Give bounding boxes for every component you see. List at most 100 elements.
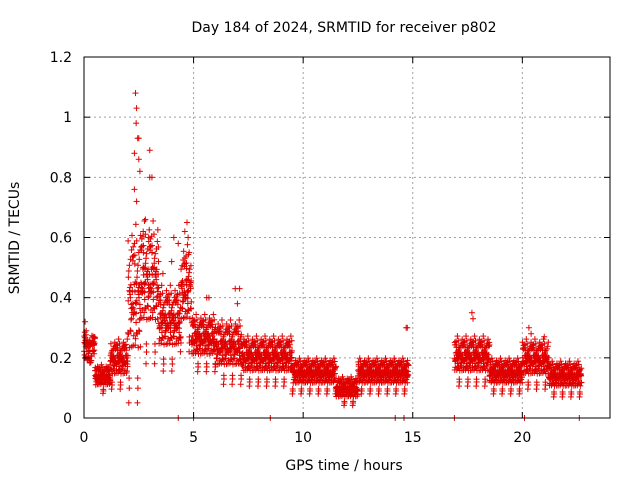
data-point bbox=[167, 320, 174, 327]
data-point bbox=[109, 381, 116, 388]
data-point bbox=[135, 135, 142, 142]
data-point bbox=[175, 240, 182, 247]
data-point bbox=[146, 226, 153, 233]
data-point bbox=[131, 150, 138, 157]
data-point bbox=[91, 334, 98, 341]
data-point bbox=[463, 333, 470, 340]
data-point bbox=[180, 281, 187, 288]
data-point bbox=[186, 333, 193, 340]
data-point bbox=[245, 337, 252, 344]
data-point bbox=[177, 333, 184, 340]
data-point bbox=[252, 341, 259, 348]
data-point bbox=[149, 314, 156, 321]
data-point bbox=[126, 385, 133, 392]
data-point bbox=[159, 270, 166, 277]
data-point bbox=[229, 375, 236, 382]
y-tick-label: 1 bbox=[63, 110, 72, 126]
data-point bbox=[235, 328, 242, 335]
data-point bbox=[128, 246, 135, 253]
data-point bbox=[127, 284, 134, 291]
data-point bbox=[305, 358, 312, 365]
data-point bbox=[135, 294, 142, 301]
data-point bbox=[244, 333, 251, 340]
data-point bbox=[211, 316, 218, 323]
data-point bbox=[482, 378, 489, 385]
data-point bbox=[154, 315, 161, 322]
data-point bbox=[286, 341, 293, 348]
data-point bbox=[159, 290, 166, 297]
data-point bbox=[525, 381, 532, 388]
data-point bbox=[169, 360, 176, 367]
data-point bbox=[141, 289, 148, 296]
data-point bbox=[152, 349, 159, 356]
data-point bbox=[143, 349, 150, 356]
data-point bbox=[123, 368, 130, 375]
data-point bbox=[468, 309, 475, 316]
data-point bbox=[132, 342, 139, 349]
data-point bbox=[187, 262, 194, 269]
data-point bbox=[280, 337, 287, 344]
data-point bbox=[133, 198, 140, 205]
data-point bbox=[184, 288, 191, 295]
data-point bbox=[160, 360, 167, 367]
data-point bbox=[404, 324, 411, 331]
data-point bbox=[107, 340, 114, 347]
data-point bbox=[143, 360, 150, 367]
data-point bbox=[272, 378, 279, 385]
data-point bbox=[155, 271, 162, 278]
data-point bbox=[163, 341, 170, 348]
data-point bbox=[209, 321, 216, 328]
data-point bbox=[133, 319, 140, 326]
data-points bbox=[81, 90, 585, 421]
data-point bbox=[151, 255, 158, 262]
data-point bbox=[167, 282, 174, 289]
data-point bbox=[200, 321, 207, 328]
data-point bbox=[115, 336, 122, 343]
data-point bbox=[114, 344, 121, 351]
data-point bbox=[130, 252, 137, 259]
data-point bbox=[130, 243, 137, 250]
data-point bbox=[128, 316, 135, 323]
data-point bbox=[193, 316, 200, 323]
data-point bbox=[154, 226, 161, 233]
data-point bbox=[131, 186, 138, 193]
data-point bbox=[269, 341, 276, 348]
data-point bbox=[531, 336, 538, 343]
data-point bbox=[152, 250, 159, 257]
data-point bbox=[288, 347, 295, 354]
data-point bbox=[187, 285, 194, 292]
data-point bbox=[219, 322, 226, 329]
data-point bbox=[136, 168, 143, 175]
data-point bbox=[528, 330, 535, 337]
data-point bbox=[157, 297, 164, 304]
data-point bbox=[99, 364, 106, 371]
data-point bbox=[129, 257, 136, 264]
data-point bbox=[234, 300, 241, 307]
y-tick-label: 0.8 bbox=[50, 170, 72, 186]
data-point bbox=[143, 250, 150, 257]
data-point bbox=[180, 315, 187, 322]
data-point bbox=[177, 334, 184, 341]
data-point bbox=[264, 378, 271, 385]
data-point bbox=[226, 328, 233, 335]
data-point bbox=[160, 301, 167, 308]
data-point bbox=[134, 267, 141, 274]
data-point bbox=[174, 297, 181, 304]
data-point bbox=[188, 305, 195, 312]
x-tick-label: 5 bbox=[189, 430, 198, 446]
data-point bbox=[203, 363, 210, 370]
data-point bbox=[297, 358, 304, 365]
chart-title: Day 184 of 2024, SRMTID for receiver p80… bbox=[191, 20, 496, 36]
data-point bbox=[134, 385, 141, 392]
data-point bbox=[289, 387, 296, 394]
data-point bbox=[136, 328, 143, 335]
x-tick-label: 15 bbox=[404, 430, 422, 446]
data-point bbox=[149, 309, 156, 316]
data-point bbox=[159, 320, 166, 327]
data-point bbox=[124, 358, 131, 365]
data-point bbox=[177, 348, 184, 355]
data-point bbox=[179, 305, 186, 312]
data-point bbox=[141, 309, 148, 316]
data-point bbox=[169, 301, 176, 308]
data-point bbox=[470, 315, 477, 322]
